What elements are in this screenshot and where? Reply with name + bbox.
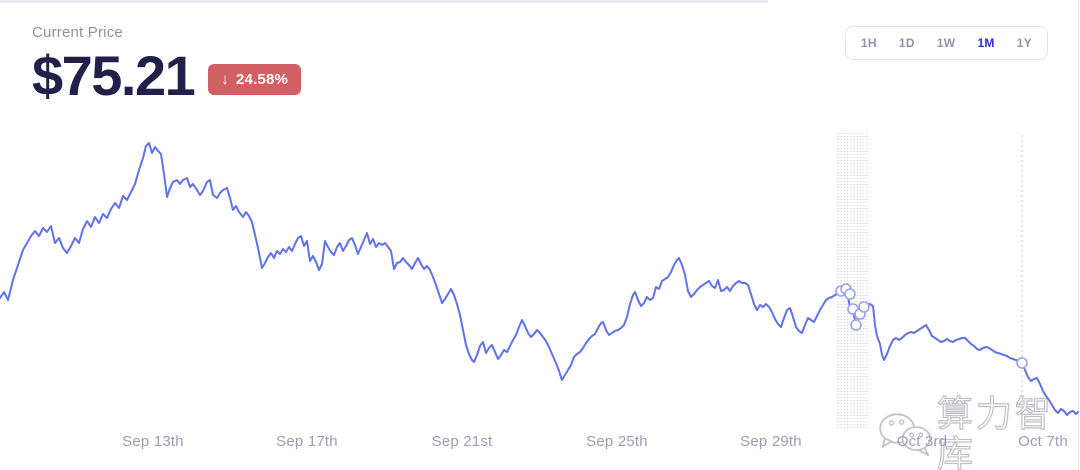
x-axis-label: Oct 3rd [896,433,948,450]
price-line [0,142,1079,416]
range-button-1M[interactable]: 1M [977,36,995,50]
x-axis-label: Sep 29th [740,433,802,450]
data-point-marker [850,319,862,331]
wechat-icon [879,413,932,457]
data-point-marker [844,288,856,300]
x-axis-label: Sep 13th [122,433,184,450]
current-price-label: Current Price [32,24,123,41]
current-price-value: $75.21 [32,44,196,107]
price-row: $75.21 ↓ 24.58% [32,44,302,107]
down-arrow-icon: ↓ [221,70,229,88]
range-button-1D[interactable]: 1D [898,36,915,50]
watermark-text: 算力智库 [936,393,1054,470]
x-axis-label: Sep 21st [431,433,493,450]
panel-top-border [0,0,768,3]
price-change-badge: ↓ 24.58% [208,63,302,95]
price-header: Current Price $75.21 ↓ 24.58% [32,24,302,107]
price-change-value: 24.58% [235,70,289,88]
range-button-1H[interactable]: 1H [860,36,877,50]
x-axis-label: Sep 17th [276,433,338,450]
data-point-marker [1016,357,1028,369]
x-axis-label: Oct 7th [1018,433,1068,450]
panel-right-border [1078,0,1079,470]
range-button-1W[interactable]: 1W [936,36,956,50]
x-axis-label: Sep 25th [586,433,648,450]
watermark: 算力智库 [876,393,1080,470]
data-point-marker [858,301,870,313]
time-range-selector: 1H 1D 1W 1M 1Y [844,26,1048,60]
hover-grid-band [837,133,868,428]
x-axis: Sep 13th Sep 17th Sep 21st Sep 25th Sep 29th… [0,433,1080,455]
range-button-1Y[interactable]: 1Y [1016,36,1032,50]
